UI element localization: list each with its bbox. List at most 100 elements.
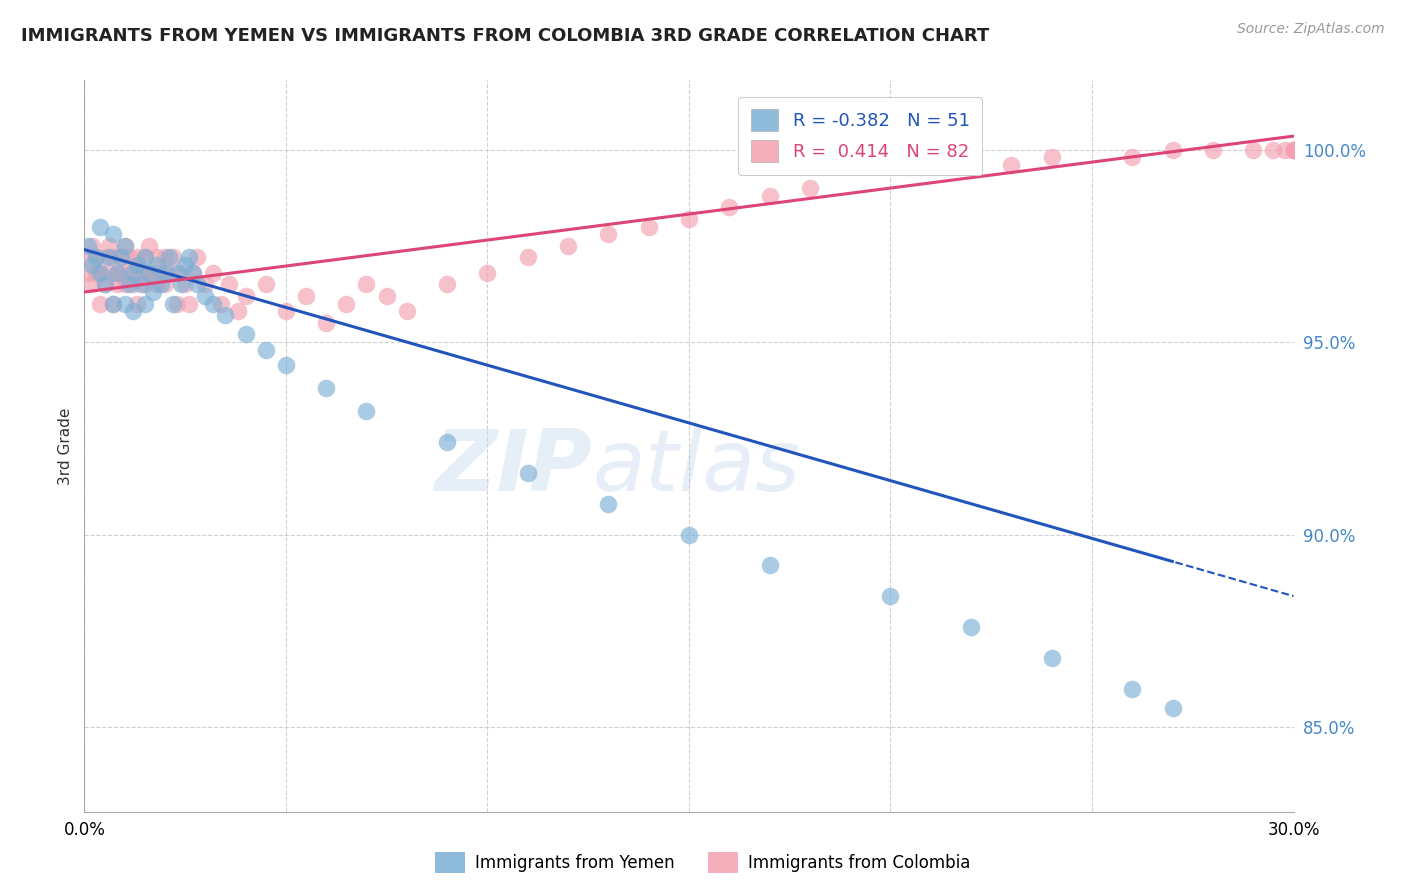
Point [97,251,120,265]
Y-axis label: 3rd Grade: 3rd Grade [58,408,73,484]
Point [86,251,108,265]
Point [436,435,458,450]
Point [718,200,741,214]
Point [315,381,337,395]
Point [295,289,318,303]
Point [1282,143,1305,157]
Point [105,266,128,280]
Point [335,296,357,310]
Point [118,277,141,292]
Point [134,296,156,310]
Point [142,285,165,299]
Point [186,277,208,292]
Text: atlas: atlas [592,426,800,509]
Point [105,277,128,292]
Point [114,277,136,292]
Legend: Immigrants from Yemen, Immigrants from Colombia: Immigrants from Yemen, Immigrants from C… [429,846,977,880]
Point [153,277,176,292]
Point [1274,143,1296,157]
Point [82,258,104,272]
Point [93,251,115,265]
Point [395,304,418,318]
Point [678,211,700,226]
Point [436,277,458,292]
Point [516,251,538,265]
Point [214,308,236,322]
Point [134,251,156,265]
Point [97,239,120,253]
Point [758,188,780,202]
Point [162,251,184,265]
Point [138,266,160,280]
Point [209,296,232,310]
Point [170,266,193,280]
Point [194,277,217,292]
Point [149,266,172,280]
Point [77,239,100,253]
Text: ZIP: ZIP [434,426,592,509]
Point [186,251,208,265]
Point [181,266,204,280]
Point [129,277,152,292]
Point [146,277,169,292]
Point [101,296,124,310]
Point [960,620,983,634]
Point [153,266,176,280]
Point [879,589,901,603]
Point [77,266,100,280]
Point [149,277,172,292]
Point [516,466,538,480]
Point [93,277,115,292]
Point [121,266,143,280]
Point [110,251,132,265]
Point [121,277,143,292]
Point [138,266,160,280]
Point [1263,143,1285,157]
Point [89,266,111,280]
Point [218,277,240,292]
Point [1282,143,1305,157]
Point [598,497,620,511]
Point [637,219,659,234]
Point [138,239,160,253]
Point [118,251,141,265]
Point [678,527,700,541]
Point [101,251,124,265]
Point [1000,158,1022,172]
Point [129,266,152,280]
Point [89,266,111,280]
Point [1121,681,1143,696]
Point [202,266,225,280]
Point [758,558,780,573]
Point [254,277,277,292]
Point [598,227,620,242]
Point [82,239,104,253]
Point [477,266,499,280]
Point [1202,143,1225,157]
Point [101,296,124,310]
Point [166,266,188,280]
Point [274,358,297,372]
Point [170,277,193,292]
Point [226,304,249,318]
Point [254,343,277,357]
Point [1282,143,1305,157]
Point [1241,143,1264,157]
Point [202,296,225,310]
Point [146,251,169,265]
Point [82,277,104,292]
Point [110,266,132,280]
Point [118,266,141,280]
Point [162,296,184,310]
Point [356,277,378,292]
Point [89,219,111,234]
Point [235,327,257,342]
Point [134,277,156,292]
Point [153,251,176,265]
Point [157,266,180,280]
Point [114,239,136,253]
Point [375,289,398,303]
Point [142,266,165,280]
Point [179,296,201,310]
Point [179,251,201,265]
